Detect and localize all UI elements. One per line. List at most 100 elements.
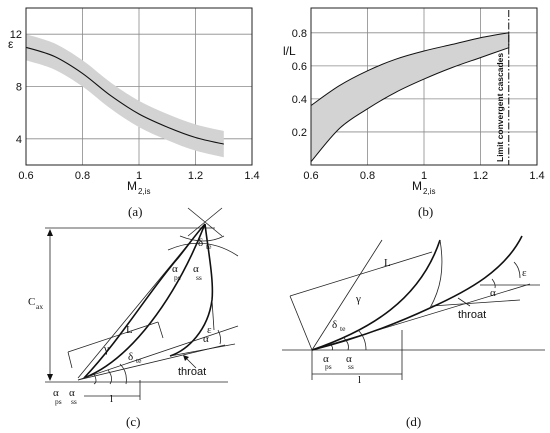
diagram-d-epsilon: ε bbox=[522, 267, 527, 279]
panel-b-ticks: 0.6 0.8 1 1.2 1.4 0.2 0.4 0.6 0.8 bbox=[292, 28, 545, 182]
diagram-c-eps-arc bbox=[217, 329, 222, 345]
diagram-c-caption: (c) bbox=[126, 414, 140, 429]
diagram-c-te-line-2 bbox=[187, 207, 223, 237]
diagram-c-alpha-ps: α bbox=[53, 387, 59, 399]
diagram-d-L-tick bbox=[289, 295, 313, 351]
diagram-d-l: l bbox=[358, 374, 361, 386]
diagram-c-alpha: α bbox=[203, 333, 209, 345]
diagram-d-blade-connector bbox=[429, 239, 443, 309]
diagram-d-alpha-arc-2 bbox=[343, 337, 349, 351]
panel-a-mean-line bbox=[25, 46, 224, 145]
diagram-c-outlet-line-2 bbox=[77, 344, 226, 381]
panel-b-frame bbox=[310, 7, 538, 166]
diagram-c-blade-suction bbox=[83, 223, 206, 379]
diagram-c-alpha-arc-2 bbox=[107, 369, 112, 385]
diagram-c-delta-top-sub: te bbox=[206, 242, 212, 251]
panel-b-caption: (b) bbox=[418, 204, 433, 219]
panel-b-xlabel: M bbox=[412, 179, 422, 193]
diagram-c: C ax L l δ te bbox=[28, 207, 239, 429]
diagram-c-alpha-ps-top: α bbox=[172, 263, 178, 275]
panel-a-band bbox=[26, 34, 224, 158]
diagram-c-alpha-ss-top-sub: ss bbox=[196, 273, 202, 282]
panel-b-xtick-label: 1.4 bbox=[529, 170, 544, 182]
diagram-c-alpha-ss-sub: ss bbox=[71, 397, 77, 406]
diagram-d-L-dimension bbox=[289, 251, 433, 297]
panel-a-ytick-label: 4 bbox=[16, 134, 22, 146]
diagram-d-alpha: α bbox=[490, 287, 496, 299]
diagram-d-alpha-arc-1 bbox=[329, 343, 334, 351]
diagram-c-throat-ref bbox=[169, 343, 236, 357]
diagram-d: L l γ δ te α ps α ss α ε throat (d) bbox=[282, 235, 545, 429]
panel-a-xtick-label: 1 bbox=[136, 170, 142, 182]
diagram-c-l: l bbox=[110, 393, 113, 405]
diagram-c-L-dimension bbox=[67, 321, 159, 353]
panel-b-xtick-label: 0.6 bbox=[303, 170, 318, 182]
diagram-c-alpha-arc-1 bbox=[93, 373, 97, 385]
panel-a-xtick-label: 0.6 bbox=[18, 170, 33, 182]
diagram-d-gamma: γ bbox=[355, 293, 361, 305]
diagram-c-epsilon: ε bbox=[207, 324, 212, 336]
diagram-d-blade-1 bbox=[311, 239, 441, 351]
panel-a-xlabel: M bbox=[127, 179, 137, 193]
diagram-d-alpha-ps: α bbox=[323, 353, 329, 365]
panel-b-ytick-label: 0.8 bbox=[292, 28, 307, 40]
diagram-c-blade-pressure bbox=[83, 223, 206, 379]
panel-b: 0.6 0.8 1 1.2 1.4 0.2 0.4 0.6 0.8 l/L M 2,is (b)… bbox=[283, 7, 545, 219]
diagram-d-eps-arc bbox=[513, 261, 521, 279]
panel-a-xtick-label: 1.4 bbox=[244, 170, 259, 182]
diagram-c-alpha-ps-top-sub: ps bbox=[174, 273, 181, 282]
diagram-c-cax: C bbox=[28, 296, 35, 308]
diagram-d-delta-arc bbox=[357, 329, 367, 351]
panel-b-xtick-label: 0.8 bbox=[360, 170, 375, 182]
diagram-d-L: L bbox=[384, 257, 391, 269]
panel-b-ytick-label: 0.2 bbox=[292, 127, 307, 139]
panel-b-limit-annotation: Limit convergent cascades bbox=[495, 53, 505, 162]
diagram-c-throat: throat bbox=[178, 366, 206, 378]
diagram-d-alpha-arc bbox=[491, 278, 496, 289]
panel-a-caption: (a) bbox=[128, 204, 142, 219]
panel-a-ytick-label: 8 bbox=[16, 82, 22, 94]
diagram-c-inner-line bbox=[211, 299, 215, 331]
panel-b-ytick-label: 0.6 bbox=[292, 61, 307, 73]
panel-b-xtick-label: 1.2 bbox=[473, 170, 488, 182]
panel-a: 0.6 0.8 1 1.2 1.4 4 8 12 ε M 2,is (a) bbox=[8, 7, 260, 219]
panel-b-xtick-label: 1 bbox=[421, 170, 427, 182]
diagram-d-throat-pointer bbox=[457, 297, 471, 307]
diagram-d-caption: (d) bbox=[406, 414, 421, 429]
panel-b-band bbox=[310, 32, 510, 164]
panel-b-ylabel: l/L bbox=[283, 44, 296, 58]
diagram-c-delta-le: δ bbox=[128, 351, 133, 363]
diagram-d-delta-sub: te bbox=[340, 324, 346, 333]
diagram-c-L: L bbox=[126, 324, 133, 336]
diagram-c-delta-arc bbox=[119, 363, 127, 385]
panel-b-xlabel-sub: 2,is bbox=[423, 187, 435, 196]
diagram-c-L-tick-1 bbox=[67, 351, 73, 369]
diagram-c-delta-top: δ bbox=[198, 237, 203, 249]
diagram-c-L-tick-2 bbox=[157, 321, 164, 339]
diagram-c-outlet-line bbox=[77, 325, 239, 381]
diagram-d-alpha-ss-sub: ss bbox=[348, 362, 354, 371]
panel-b-ytick-label: 0.4 bbox=[292, 94, 307, 106]
diagram-d-alpha-ss: α bbox=[346, 353, 352, 365]
diagram-d-gamma-ray bbox=[311, 239, 383, 351]
diagram-c-cax-sub: ax bbox=[36, 302, 43, 311]
panel-a-ytick-label: 12 bbox=[10, 29, 22, 41]
panel-a-frame bbox=[25, 7, 253, 166]
panel-a-ticks: 0.6 0.8 1 1.2 1.4 4 8 12 bbox=[10, 29, 260, 182]
diagram-d-delta: δ bbox=[332, 319, 337, 331]
diagram-c-alpha-ps-sub: ps bbox=[55, 397, 62, 406]
panel-a-xlabel-sub: 2,is bbox=[138, 187, 150, 196]
diagram-c-alpha-ss-top: α bbox=[193, 263, 199, 275]
diagram-c-delta-top-arc bbox=[179, 235, 225, 242]
diagram-c-delta-le-sub: te bbox=[136, 356, 142, 365]
diagram-d-throat-ref bbox=[431, 299, 521, 307]
panel-a-ylabel: ε bbox=[8, 37, 14, 51]
panel-a-xtick-label: 0.8 bbox=[75, 170, 90, 182]
diagram-c-throat-arrowhead bbox=[183, 355, 189, 361]
diagram-d-throat: throat bbox=[458, 309, 486, 321]
diagram-c-alpha-ss: α bbox=[69, 387, 75, 399]
diagram-c-gamma: γ bbox=[103, 343, 109, 355]
panel-a-xtick-label: 1.2 bbox=[188, 170, 203, 182]
diagram-c-te-arc bbox=[167, 242, 239, 257]
